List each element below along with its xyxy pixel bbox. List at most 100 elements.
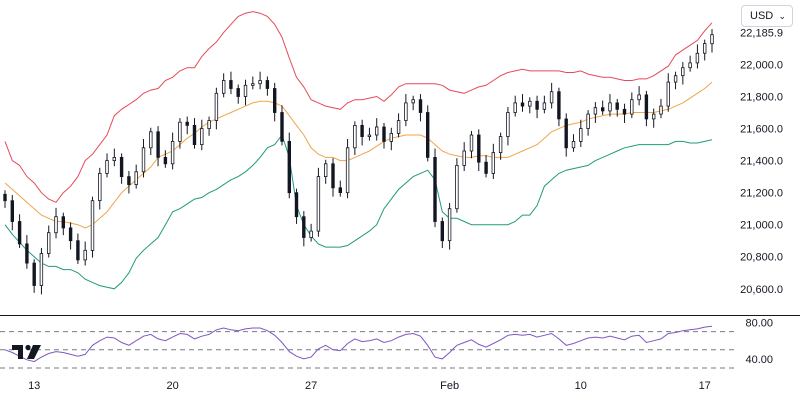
candle-body [557, 91, 561, 120]
axes: 20,600.0 20,800.0 21,000.0 21,200.0 21,400.0… [0, 27, 800, 392]
candle [462, 142, 466, 172]
candle-body [214, 92, 219, 121]
candle [229, 71, 233, 95]
candle [200, 119, 204, 151]
rsi-pane [0, 325, 735, 369]
candle [549, 82, 554, 109]
candle [76, 233, 80, 264]
candle-body [491, 152, 495, 174]
y-tick-label: 21,600.0 [740, 124, 783, 136]
candle [17, 214, 22, 248]
candle [170, 132, 175, 170]
candle [367, 127, 372, 141]
x-tick-label: 20 [166, 380, 178, 392]
candle-body [549, 91, 554, 104]
candle [608, 94, 612, 117]
candle [593, 102, 598, 123]
candle-body [61, 216, 65, 229]
band-line-upper [4, 11, 713, 203]
y-tick-label: 21,800.0 [740, 92, 783, 104]
candle [345, 138, 350, 199]
candle-body [440, 221, 444, 242]
candle-body [703, 43, 707, 54]
candle [32, 259, 36, 293]
candle-body [3, 193, 7, 202]
candle-body [265, 80, 270, 89]
x-tick-label: Feb [440, 380, 459, 392]
candle [39, 247, 44, 295]
candle-body [447, 208, 452, 242]
candle [105, 153, 109, 178]
y-tick-label: 22,000.0 [740, 60, 783, 72]
x-tick-label: 13 [28, 380, 40, 392]
y-tick-label: 20,800.0 [740, 252, 783, 264]
candle [513, 95, 517, 117]
candle [25, 235, 29, 269]
candle-body [170, 140, 175, 165]
candle [221, 73, 226, 98]
candle-body [76, 240, 80, 261]
candle-body [185, 121, 189, 126]
candle-body [666, 81, 670, 107]
rsi-line [4, 325, 713, 363]
candle-body [425, 112, 430, 158]
candle [491, 143, 495, 180]
candle-body [229, 80, 233, 89]
candle-body [316, 176, 321, 232]
candle [703, 39, 707, 61]
candle [586, 110, 590, 136]
candle-body [200, 128, 204, 146]
candle [251, 76, 255, 90]
candle [68, 222, 73, 250]
candle-body [695, 52, 700, 64]
candle [484, 155, 488, 178]
candle-body [455, 164, 459, 210]
candle-body [528, 100, 532, 107]
candle [214, 87, 219, 130]
candle [280, 105, 284, 146]
candle-body [608, 102, 612, 112]
candle [54, 207, 58, 239]
candle-body [149, 131, 153, 149]
candle-body [710, 34, 714, 45]
currency-select[interactable]: USD ⌄ [741, 5, 793, 27]
candle [477, 129, 481, 172]
y-tick-label: 21,400.0 [740, 156, 783, 168]
candle [579, 119, 583, 147]
candle [571, 134, 576, 152]
candle-body [32, 262, 36, 286]
candle-body [134, 171, 138, 186]
candle [98, 167, 102, 210]
candle-body [418, 99, 423, 113]
currency-label: USD [750, 10, 774, 22]
candle-body [17, 221, 22, 245]
candle-body [83, 249, 87, 261]
candle-body [39, 253, 44, 286]
candle [119, 153, 124, 184]
candle [3, 190, 7, 208]
candle-body [353, 125, 357, 149]
candle-body [498, 136, 503, 154]
candle [302, 211, 306, 247]
candle-body [615, 102, 619, 110]
candle-body [601, 107, 605, 112]
candle [557, 87, 561, 127]
candle [360, 119, 364, 146]
candle [469, 130, 474, 159]
candle-body [469, 134, 474, 152]
candle-body [571, 140, 576, 149]
candle [265, 76, 270, 96]
candle-body [360, 125, 364, 138]
candle-body [404, 102, 408, 121]
candle [382, 122, 386, 149]
candle [192, 118, 197, 149]
candle-body [127, 176, 131, 186]
candle-body [287, 140, 291, 194]
candle [542, 95, 547, 114]
candle-body [477, 134, 481, 163]
candle-body [564, 118, 568, 149]
candle-body [411, 99, 415, 104]
candle [163, 150, 168, 168]
band-line-lower [4, 133, 713, 290]
candle-body [141, 147, 146, 173]
